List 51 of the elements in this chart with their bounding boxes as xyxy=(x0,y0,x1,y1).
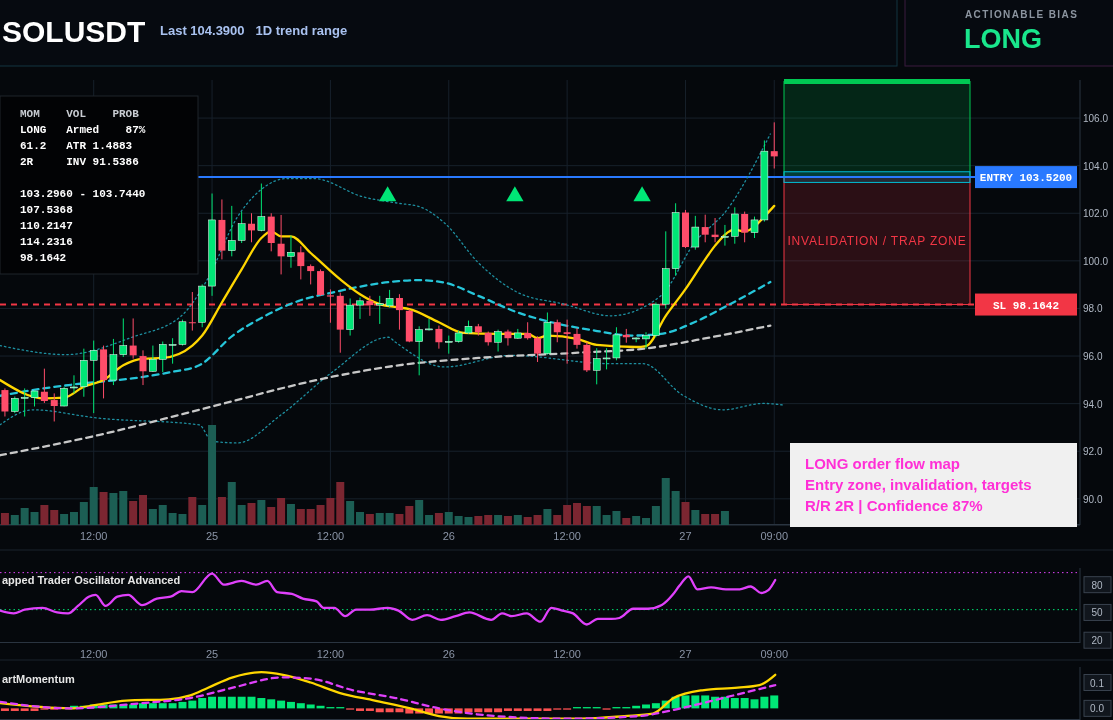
x-tick-label: 12:00 xyxy=(316,648,345,660)
x-tick-label: 09:00 xyxy=(760,530,789,542)
x-tick-label: 26 xyxy=(442,530,455,542)
annotation: 98.1642 xyxy=(20,252,67,264)
y-tick-label: 102.0 xyxy=(1083,208,1109,220)
annotation: 107.5368 xyxy=(20,204,74,216)
text: LONG xyxy=(964,24,1042,54)
x-tick-label: 27 xyxy=(679,530,692,542)
y-tick-label: 100.0 xyxy=(1083,255,1109,267)
annotation: 103.2960 - 103.7440 xyxy=(20,188,146,200)
price-tag: ENTRY 103.5200 xyxy=(975,166,1077,189)
annotation: LONG order flow map xyxy=(805,455,961,472)
y-tick-label: 96.0 xyxy=(1083,351,1103,363)
y-tick-label: 106.0 xyxy=(1083,113,1109,125)
y-tick-label: 98.0 xyxy=(1083,303,1103,315)
price-tag: SL 98.1642 xyxy=(975,293,1077,316)
annotation: R/R 2R | Confidence 87% xyxy=(805,497,983,514)
x-tick-label: 12:00 xyxy=(553,648,581,660)
chart-subtitle: Last 104.3900 1D trend range xyxy=(160,23,348,38)
y-tick-label: 0.0 xyxy=(1090,703,1105,715)
ref-line-label: SL 98.1642 xyxy=(992,299,1060,312)
y-tick-label: 0.1 xyxy=(1090,677,1105,689)
y-tick-label: 92.0 xyxy=(1083,446,1103,458)
x-tick-label: 12:00 xyxy=(553,530,581,542)
x-tick-label: 25 xyxy=(205,648,219,660)
annotation: 61.2 ATR 1.4883 xyxy=(20,140,133,152)
band-label: INVALIDATION / TRAP ZONE xyxy=(787,233,967,248)
text: apped Trader Oscillator Advanced xyxy=(2,574,181,586)
chart-title: SOLUSDT xyxy=(2,15,146,48)
y-tick-label: 80 xyxy=(1091,579,1103,591)
y-tick-label: 90.0 xyxy=(1083,493,1103,505)
x-tick-label: 27 xyxy=(679,648,692,660)
annotation: 110.2147 xyxy=(20,220,73,232)
annotation: 2R INV 91.5386 xyxy=(20,156,139,168)
annotation: 114.2316 xyxy=(20,236,73,248)
y-tick-label: 94.0 xyxy=(1083,398,1103,410)
annotation: LONG Armed 87% xyxy=(20,124,146,136)
x-tick-label: 12:00 xyxy=(316,530,345,542)
ref-line-label: ENTRY 103.5200 xyxy=(979,172,1073,185)
text: ACTIONABLE BIAS xyxy=(965,9,1079,20)
x-tick-label: 25 xyxy=(205,530,219,542)
x-tick-label: 12:00 xyxy=(79,648,108,660)
text: artMomentum xyxy=(2,673,75,685)
x-tick-label: 09:00 xyxy=(760,648,789,660)
annotation: MOM VOL PROB xyxy=(20,108,140,120)
annotation: Entry zone, invalidation, targets xyxy=(805,476,1032,493)
x-tick-label: 12:00 xyxy=(79,530,108,542)
y-tick-label: 104.0 xyxy=(1083,160,1109,172)
y-tick-label: 50 xyxy=(1091,607,1103,619)
x-tick-label: 26 xyxy=(442,648,455,660)
y-tick-label: 20 xyxy=(1091,635,1103,647)
